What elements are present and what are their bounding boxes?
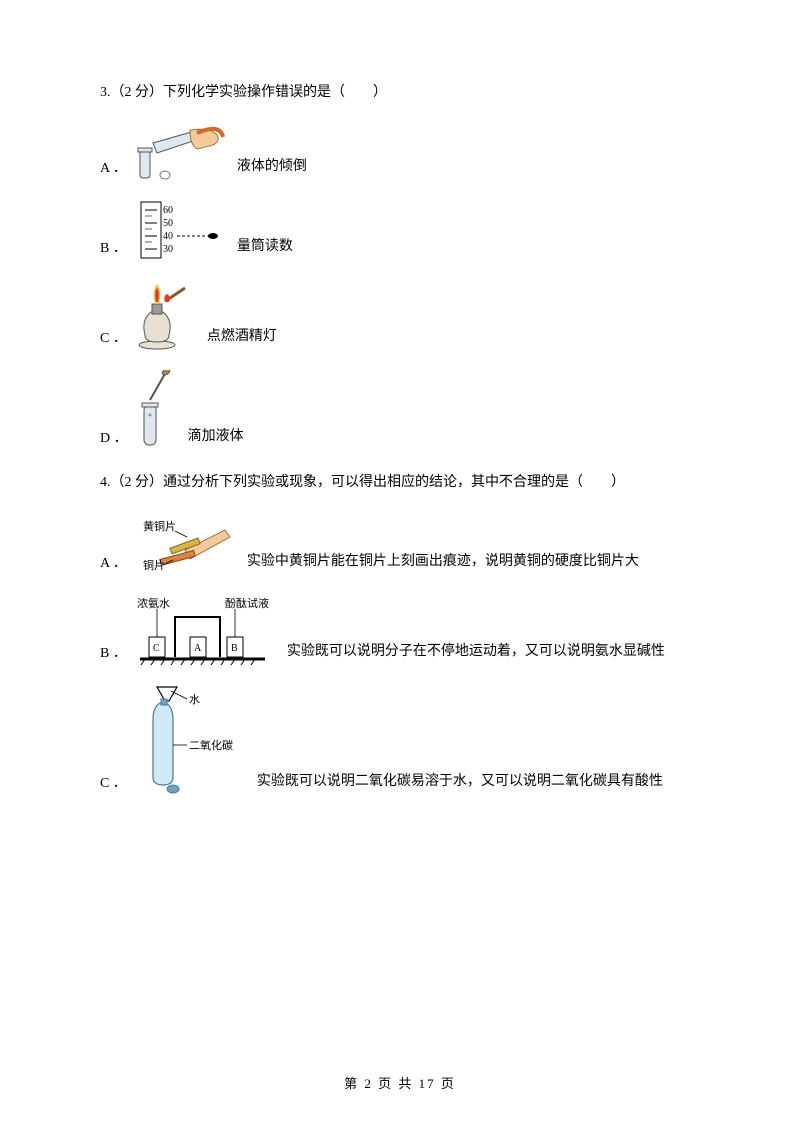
q3b-figure: 60 50 40 30 (135, 200, 225, 260)
option-letter: A ． (100, 158, 127, 180)
q4-option-c: C ． 水 二氧化碳 实验既可以说明二氧化碳易溶于水，又可以说明二氧化碳具有酸性 (100, 685, 700, 795)
option-letter: C ． (100, 328, 127, 350)
q3-stem: 3.（2 分）下列化学实验操作错误的是（ ） (100, 80, 700, 105)
label-phenol: 酚酞试液 (225, 596, 269, 610)
q4-option-b: B ． 浓氨水 酚酞试液 C A B 实验既可以说明分子在不停地运动着 (100, 595, 700, 665)
option-letter: D ． (100, 428, 128, 450)
label-ammonia: 浓氨水 (137, 597, 170, 610)
label-brass: 黄铜片 (143, 519, 176, 533)
option-letter: A ． (100, 553, 127, 575)
cup-b: B (231, 643, 238, 654)
q3c-figure (135, 280, 195, 350)
q4-stem: 4.（2 分）通过分析下列实验或现象，可以得出相应的结论，其中不合理的是（ ） (100, 470, 700, 495)
option-letter: B ． (100, 643, 127, 665)
q3-option-b: B ． 60 50 40 30 量筒读数 (100, 200, 700, 260)
page-footer: 第 2 页 共 17 页 (0, 1073, 800, 1092)
option-text: 滴加液体 (188, 426, 244, 450)
label-co2: 二氧化碳 (189, 738, 233, 752)
label-water: 水 (189, 693, 200, 706)
option-text: 液体的倾倒 (237, 156, 307, 180)
option-text: 实验中黄铜片能在铜片上刻画出痕迹，说明黄铜的硬度比铜片大 (247, 551, 639, 575)
option-letter: B ． (100, 238, 127, 260)
option-text: 实验既可以说明分子在不停地运动着，又可以说明氨水显碱性 (287, 641, 665, 665)
q4-option-a: A ． 黄铜片 铜片 实验中黄铜片能在铜片上刻画出痕迹，说明黄铜的硬度比铜片大 (100, 515, 700, 575)
label-copper: 铜片 (143, 558, 165, 572)
q3-option-a: A ． 液体的倾倒 (100, 125, 700, 180)
tick-40: 40 (163, 231, 173, 242)
q4a-figure: 黄铜片 铜片 (135, 515, 235, 575)
q4b-figure: 浓氨水 酚酞试液 C A B (135, 595, 275, 665)
option-text: 量筒读数 (237, 236, 293, 260)
option-letter: C ． (100, 773, 127, 795)
q3d-figure (136, 370, 176, 450)
cup-c: C (153, 643, 160, 654)
q3a-figure (135, 125, 225, 180)
q3-option-d: D ． 滴加液体 (100, 370, 700, 450)
option-text: 点燃酒精灯 (207, 326, 277, 350)
q3-option-c: C ． 点燃酒精灯 (100, 280, 700, 350)
tick-60: 60 (163, 205, 173, 216)
tick-30: 30 (163, 244, 173, 255)
cup-a: A (194, 643, 202, 654)
tick-50: 50 (163, 218, 173, 229)
q4c-figure: 水 二氧化碳 (135, 685, 245, 795)
option-text: 实验既可以说明二氧化碳易溶于水，又可以说明二氧化碳具有酸性 (257, 771, 663, 795)
